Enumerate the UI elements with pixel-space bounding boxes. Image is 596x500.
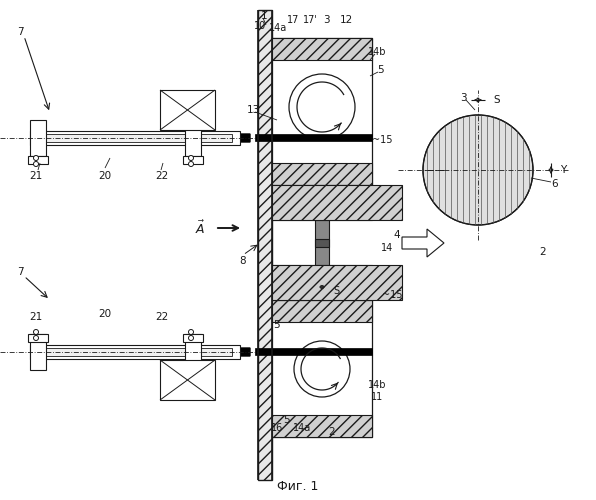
- Text: 5: 5: [284, 415, 290, 425]
- Bar: [272, 185, 402, 220]
- Bar: [30, 345, 240, 359]
- Text: 10: 10: [254, 21, 266, 31]
- Bar: [38, 134, 232, 142]
- Bar: [255, 348, 272, 355]
- Bar: [258, 10, 272, 480]
- Text: 4: 4: [394, 230, 401, 240]
- Text: 11: 11: [371, 392, 383, 402]
- Text: 6: 6: [552, 179, 558, 189]
- Polygon shape: [402, 229, 444, 257]
- Bar: [38, 348, 232, 356]
- Text: S: S: [493, 95, 500, 105]
- Text: 14a: 14a: [269, 23, 287, 33]
- Bar: [272, 300, 372, 437]
- Text: 1: 1: [260, 11, 268, 21]
- Text: 14b: 14b: [368, 380, 386, 390]
- Text: 5: 5: [274, 320, 280, 330]
- Text: Y: Y: [560, 165, 566, 175]
- Text: 8: 8: [240, 256, 246, 266]
- Text: 21: 21: [29, 312, 43, 322]
- Bar: [272, 348, 372, 355]
- Text: ~15: ~15: [382, 290, 402, 300]
- Circle shape: [33, 330, 39, 334]
- Circle shape: [188, 336, 194, 340]
- Bar: [28, 334, 48, 342]
- Circle shape: [33, 162, 39, 166]
- Bar: [30, 131, 240, 145]
- Circle shape: [33, 336, 39, 340]
- Text: 13: 13: [246, 105, 260, 115]
- Text: 7: 7: [17, 267, 23, 277]
- Bar: [272, 265, 372, 300]
- Text: 2: 2: [328, 427, 336, 437]
- Text: 20: 20: [98, 171, 111, 181]
- Bar: [315, 239, 329, 247]
- Text: Фиг. 1: Фиг. 1: [277, 480, 319, 492]
- Circle shape: [294, 341, 350, 397]
- Bar: [183, 156, 203, 164]
- Bar: [272, 300, 372, 322]
- Circle shape: [188, 162, 194, 166]
- Text: 22: 22: [156, 171, 169, 181]
- Text: ~15: ~15: [372, 135, 392, 145]
- Polygon shape: [195, 348, 250, 356]
- Text: 16: 16: [271, 423, 283, 433]
- Bar: [272, 163, 372, 185]
- Circle shape: [188, 156, 194, 160]
- Text: 14b: 14b: [368, 47, 386, 57]
- Bar: [272, 134, 372, 141]
- Bar: [185, 334, 201, 370]
- Text: 17': 17': [303, 15, 318, 25]
- Circle shape: [33, 156, 39, 160]
- Text: 14: 14: [381, 243, 393, 253]
- Text: 14a: 14a: [293, 423, 311, 433]
- Text: 7: 7: [17, 27, 23, 37]
- Text: 20: 20: [98, 309, 111, 319]
- Bar: [272, 265, 402, 300]
- Bar: [272, 415, 372, 437]
- Bar: [255, 134, 272, 141]
- Bar: [185, 120, 201, 156]
- Bar: [28, 156, 48, 164]
- Text: 3: 3: [460, 93, 466, 103]
- Text: 3: 3: [322, 15, 330, 25]
- Bar: [272, 185, 372, 220]
- Bar: [183, 334, 203, 342]
- Bar: [30, 120, 46, 156]
- Polygon shape: [195, 134, 250, 142]
- Text: 5: 5: [377, 65, 383, 75]
- Bar: [160, 90, 215, 130]
- Circle shape: [188, 330, 194, 334]
- Bar: [272, 38, 372, 60]
- Text: 22: 22: [156, 312, 169, 322]
- Text: 21: 21: [29, 171, 43, 181]
- Text: 12: 12: [339, 15, 353, 25]
- Bar: [315, 220, 329, 265]
- Text: 17: 17: [287, 15, 299, 25]
- Text: S: S: [333, 286, 339, 296]
- Bar: [30, 334, 46, 370]
- Circle shape: [423, 115, 533, 225]
- Text: 2: 2: [540, 247, 547, 257]
- Bar: [160, 360, 215, 400]
- Text: $\vec{A}$: $\vec{A}$: [195, 220, 205, 236]
- Circle shape: [289, 74, 355, 140]
- Bar: [272, 38, 372, 185]
